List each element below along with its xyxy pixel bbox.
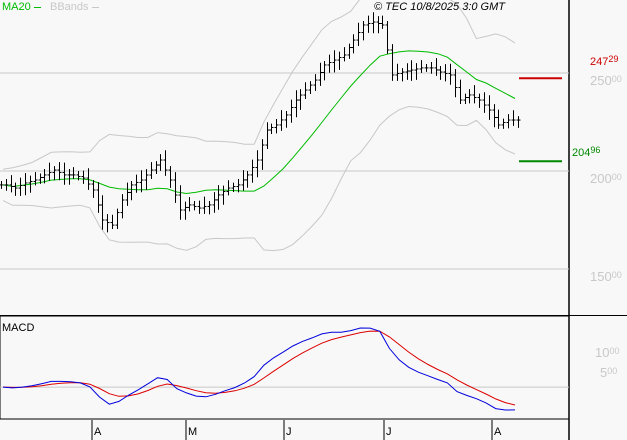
macd-tick-label-decimals: 00 (609, 346, 620, 356)
price-tick-label: 25000 (590, 74, 622, 87)
month-label: A (494, 426, 501, 438)
macd-frame (0, 315, 570, 420)
month-label-value: A (94, 426, 102, 438)
legend-bbands-label: BBands (50, 1, 89, 13)
price-tick-label-decimals: 00 (611, 172, 622, 182)
resistance-label-value: 247 (590, 56, 609, 69)
price-tick-label-decimals: 00 (611, 74, 622, 84)
price-tick-label: 20000 (590, 172, 622, 185)
price-tick-label-value: 150 (590, 269, 612, 284)
resistance-label: 24729 (590, 54, 619, 69)
month-label: M (188, 426, 197, 438)
macd-tick-label-value: 5 (600, 365, 608, 380)
macd-tick-label: 1000 (595, 346, 619, 359)
month-label-value: M (188, 426, 198, 438)
price-tick-label-value: 200 (590, 171, 612, 186)
support-label: 20496 (572, 145, 601, 160)
month-label-value: A (494, 426, 502, 438)
support-label-decimals: 96 (590, 145, 601, 156)
month-label-value: J (386, 426, 392, 438)
legend-ma20-swatch (33, 6, 41, 8)
month-label: J (386, 426, 392, 438)
legend-ma20: MA20 (2, 1, 41, 13)
legend-bbands-swatch (91, 6, 99, 8)
resistance-label-decimals: 29 (608, 54, 619, 65)
month-label: A (94, 426, 101, 438)
month-label-value: J (286, 426, 292, 438)
macd-tick-label-value: 10 (595, 345, 610, 360)
bband-lower (2, 105, 516, 252)
price-tick-label-value: 250 (590, 73, 612, 88)
ma20-line (2, 50, 516, 195)
month-label: J (286, 426, 292, 438)
price-tick-label-decimals: 00 (611, 270, 622, 280)
support-label-value: 204 (572, 147, 591, 160)
bband-upper (2, 0, 516, 170)
legend-bbands: BBands (50, 1, 99, 13)
legend-ma20-label: MA20 (2, 1, 31, 13)
macd-tick-label-decimals: 00 (607, 366, 618, 376)
macd-tick-label: 500 (600, 366, 617, 379)
macd-signal-line (2, 330, 516, 406)
macd-line (2, 327, 516, 411)
copyright: © TEC 10/8/2025 3:0 GMT (374, 1, 505, 13)
price-tick-label: 15000 (590, 270, 622, 283)
macd-label: MACD (2, 322, 35, 334)
